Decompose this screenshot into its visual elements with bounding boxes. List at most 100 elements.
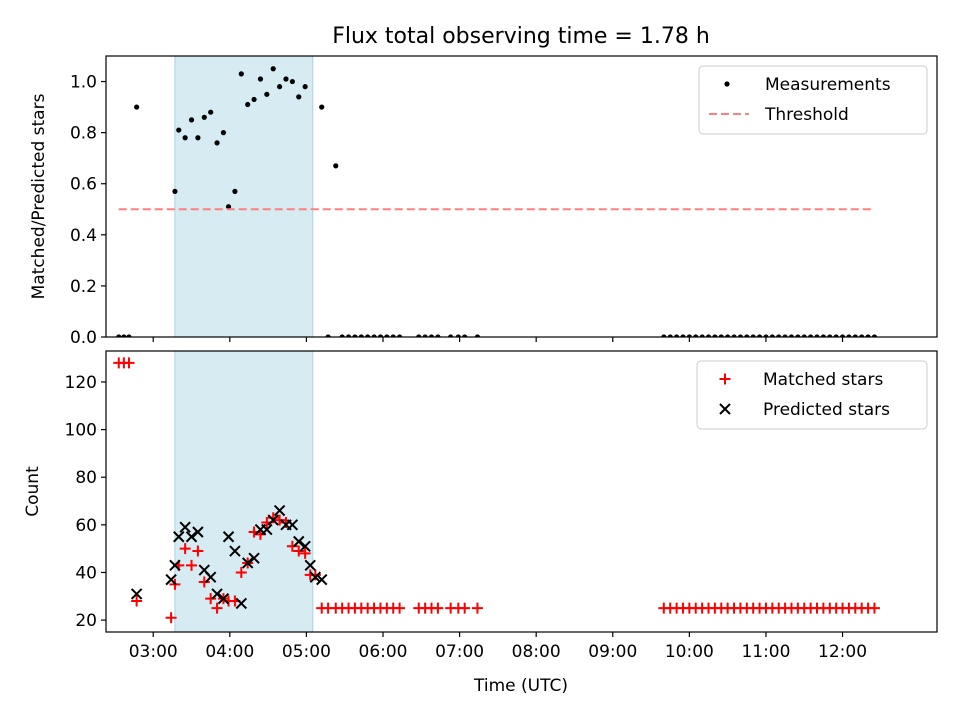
data-point — [846, 334, 852, 337]
x-tick-label: 04:00 — [205, 642, 254, 662]
data-point — [782, 334, 788, 337]
legend-label: Matched stars — [763, 370, 883, 390]
data-point — [304, 559, 316, 572]
data-point — [245, 101, 251, 108]
data-point — [220, 130, 227, 136]
data-point — [299, 540, 311, 552]
data-point — [248, 552, 260, 564]
data-point — [731, 334, 737, 337]
data-point — [195, 135, 201, 141]
data-point — [173, 531, 185, 543]
series-group — [116, 66, 878, 337]
data-point — [192, 545, 204, 557]
y-tick-label: 20 — [75, 611, 97, 631]
data-point — [116, 334, 122, 337]
data-point — [188, 117, 195, 123]
data-point — [241, 557, 254, 569]
legend: Matched stars Predicted stars — [696, 360, 928, 430]
data-point — [186, 559, 198, 571]
data-point — [316, 573, 328, 586]
data-point — [176, 127, 182, 133]
y-tick-label: 0.2 — [70, 277, 97, 297]
data-point — [283, 76, 289, 82]
data-point — [699, 334, 705, 337]
y-tick-label: 0.8 — [70, 124, 97, 144]
y-tick-label: 100 — [65, 421, 97, 441]
data-point — [198, 576, 210, 588]
data-point — [165, 573, 177, 586]
data-point — [130, 588, 143, 600]
data-point — [769, 334, 775, 337]
y-tick-label: 120 — [65, 373, 97, 393]
data-point — [123, 357, 135, 369]
legend-box — [698, 65, 928, 135]
data-point — [788, 334, 795, 337]
data-point — [235, 597, 248, 610]
data-point — [257, 76, 264, 82]
data-point — [432, 602, 444, 614]
y-axis-label: Count — [23, 466, 43, 517]
data-point — [459, 602, 471, 614]
x-tick-label: 07:00 — [435, 642, 484, 662]
data-point — [833, 334, 839, 337]
data-point — [302, 84, 308, 90]
data-point — [737, 334, 744, 337]
data-point — [763, 334, 769, 337]
data-point — [277, 84, 283, 90]
data-point — [448, 334, 454, 337]
data-point — [273, 504, 286, 517]
data-point — [286, 519, 299, 531]
data-point — [686, 334, 692, 337]
data-point — [756, 334, 763, 337]
data-point — [661, 334, 667, 337]
data-point — [264, 91, 270, 97]
data-point — [293, 545, 305, 557]
data-point — [229, 545, 241, 557]
data-point — [121, 334, 127, 337]
observing-span — [174, 350, 314, 633]
data-point — [852, 334, 858, 337]
data-point — [801, 334, 807, 337]
x-tick-label: 05:00 — [282, 642, 331, 662]
data-point — [827, 334, 833, 337]
data-point — [871, 334, 878, 337]
data-point — [358, 334, 364, 337]
bottom-panel: 20 40 60 80 100 120 03:00 04:00 05:00 06:00 07:00 0… — [23, 350, 938, 662]
x-tick-label: 06:00 — [359, 642, 408, 662]
data-point — [201, 114, 207, 120]
legend-marker — [724, 81, 730, 87]
axes-frame — [105, 350, 938, 633]
data-point — [333, 163, 339, 169]
data-point — [808, 334, 814, 337]
data-point — [274, 514, 286, 526]
legend-marker — [719, 373, 731, 385]
x-tick-label: 03:00 — [129, 642, 178, 662]
data-point — [165, 612, 177, 624]
data-point — [820, 334, 826, 337]
data-point — [725, 334, 731, 337]
data-point — [134, 104, 140, 110]
data-point — [705, 334, 712, 337]
x-tick-label: 11:00 — [741, 642, 790, 662]
data-point — [474, 334, 481, 337]
data-point — [744, 334, 750, 337]
data-point — [296, 94, 302, 100]
y-tick-label: 0.4 — [70, 226, 97, 246]
observing-span — [174, 55, 314, 338]
data-point — [422, 334, 428, 337]
data-point — [865, 334, 871, 337]
data-point — [795, 334, 801, 337]
legend-label: Measurements — [765, 75, 891, 95]
data-point — [394, 602, 406, 614]
data-point — [776, 334, 782, 337]
data-point — [131, 595, 143, 607]
data-point — [293, 535, 305, 548]
data-point — [286, 540, 298, 552]
data-point — [126, 334, 132, 337]
y-tick-label: 0.0 — [70, 328, 97, 348]
data-point — [371, 334, 377, 337]
y-tick-label: 60 — [75, 516, 97, 536]
data-point — [270, 66, 276, 72]
legend-label: Threshold — [764, 105, 849, 125]
